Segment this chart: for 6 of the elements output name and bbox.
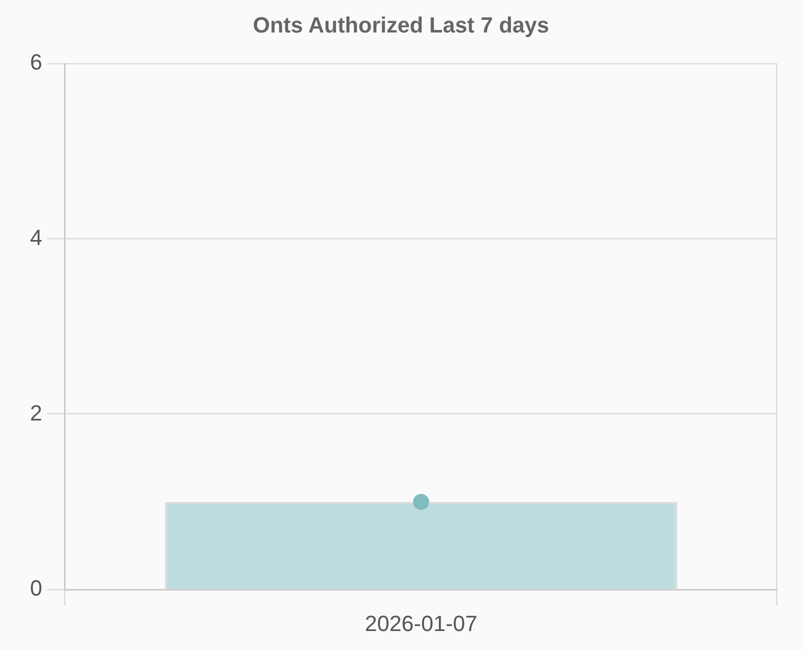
y-tick-label: 0 [30,576,42,601]
chart-title: Onts Authorized Last 7 days [252,12,550,38]
x-tick-label: 2026-01-07 [364,610,478,636]
y-tick-label: 2 [30,400,42,426]
y-tick-label: 4 [30,224,42,250]
y-tick-label: 6 [30,49,42,74]
